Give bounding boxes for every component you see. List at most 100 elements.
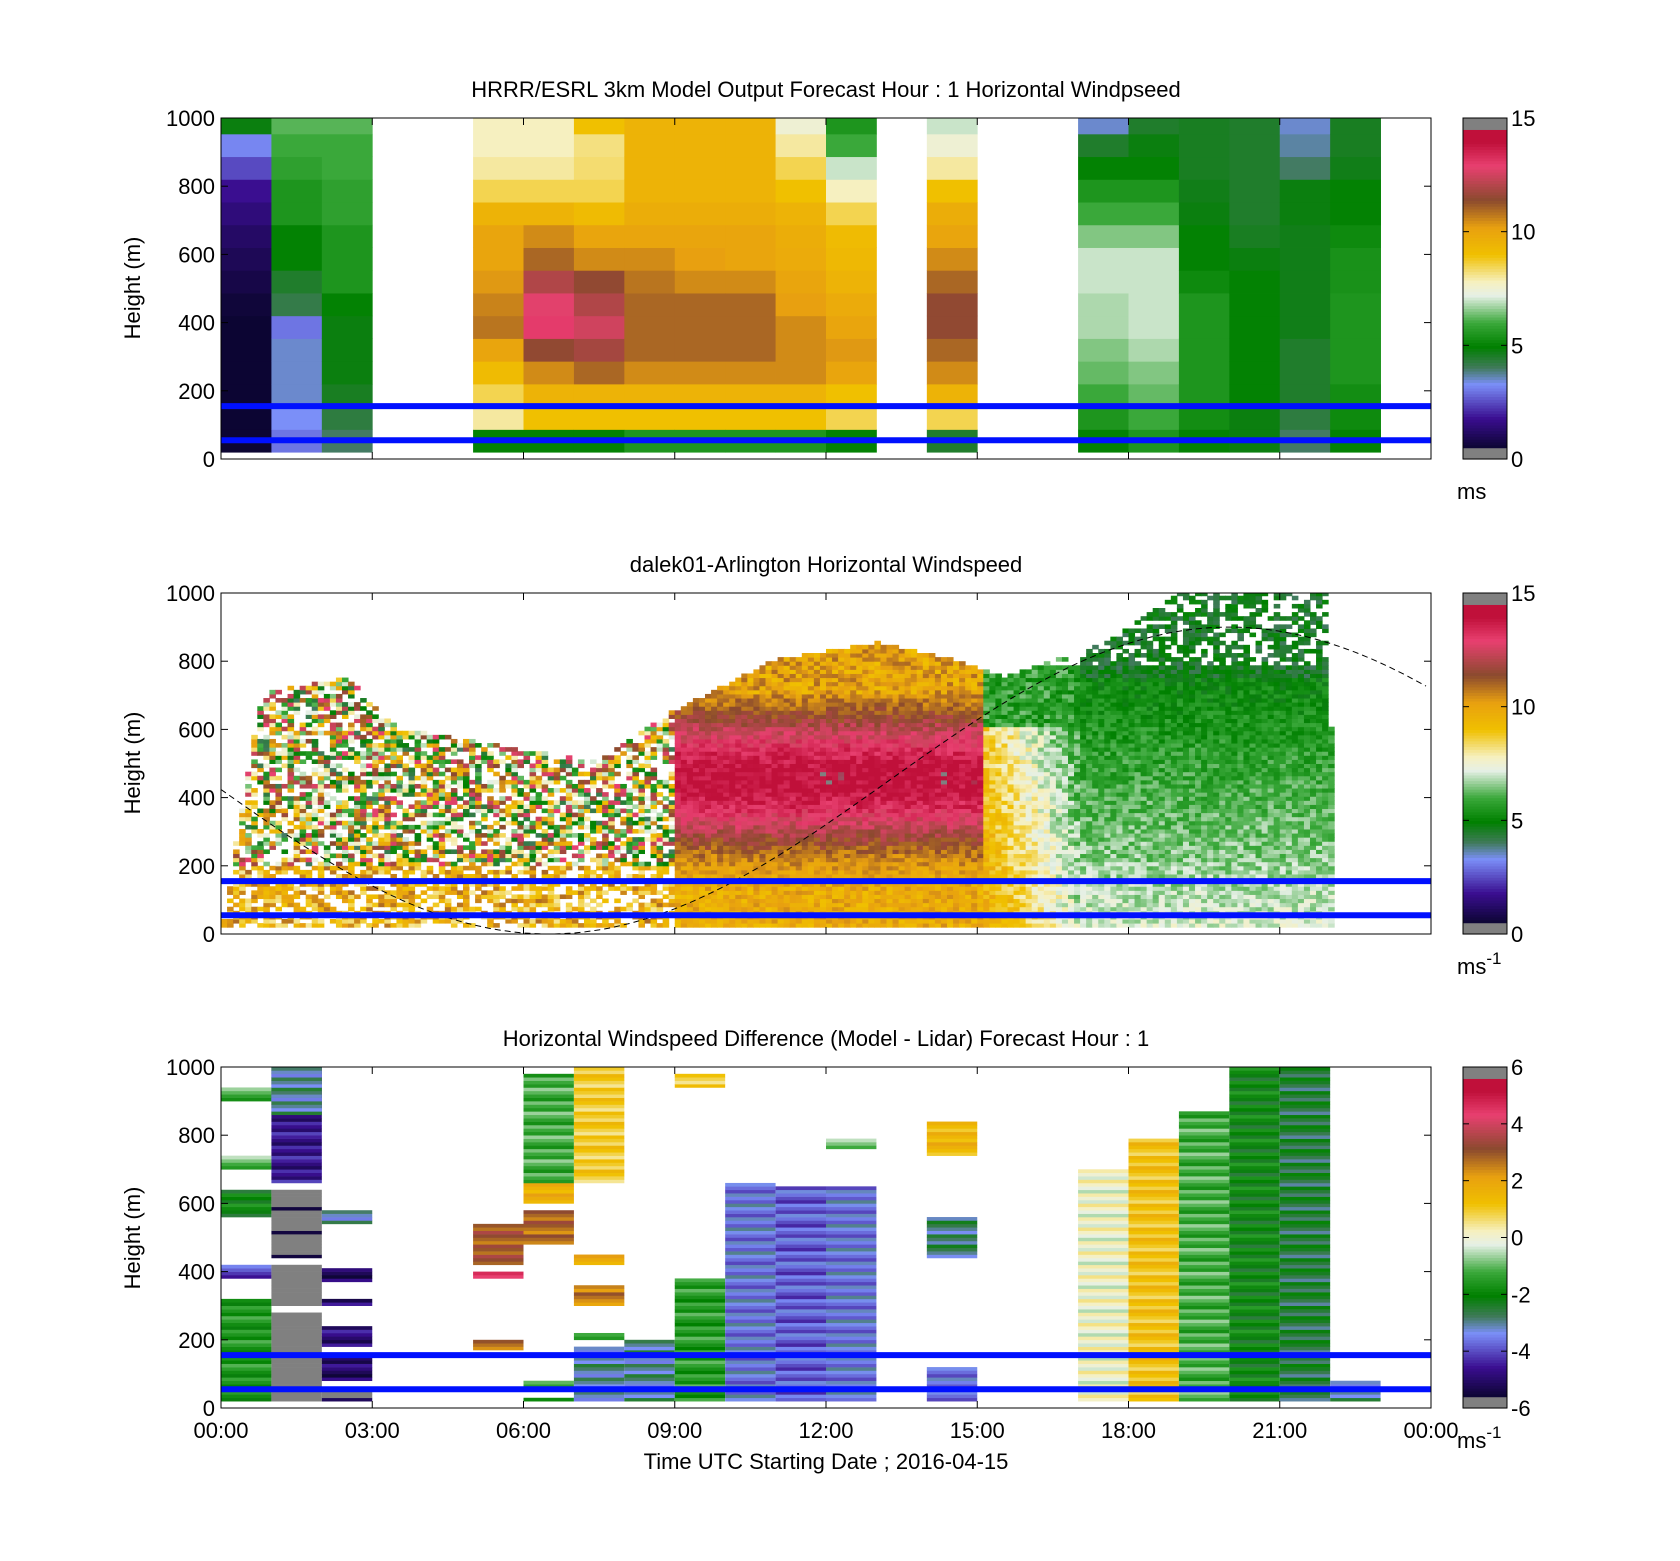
- heatmap-cell: [717, 693, 724, 699]
- heatmap-cell: [801, 898, 809, 904]
- heatmap-cell: [777, 792, 785, 797]
- heatmap-cell: [662, 718, 670, 724]
- heatmap-cell: [844, 918, 851, 924]
- heatmap-cell: [257, 763, 264, 769]
- heatmap-cell: [608, 824, 615, 830]
- heatmap-cell: [366, 771, 373, 777]
- heatmap-cell: [444, 828, 452, 834]
- heatmap-cell: [329, 730, 337, 736]
- heatmap-cell: [680, 812, 688, 818]
- heatmap-cell: [469, 755, 476, 760]
- heatmap-cell: [1178, 270, 1230, 294]
- heatmap-cell: [444, 898, 452, 904]
- heatmap-cell: [456, 779, 464, 785]
- heatmap-cell: [795, 698, 803, 703]
- heatmap-cell: [348, 894, 355, 900]
- heatmap-cell: [444, 873, 452, 879]
- heatmap-cell: [771, 788, 779, 793]
- heatmap-cell: [608, 755, 615, 760]
- heatmap-cell: [775, 361, 827, 385]
- heatmap-cell: [573, 179, 625, 203]
- heatmap-cell: [360, 873, 367, 879]
- heatmap-cell: [372, 833, 379, 838]
- heatmap-cell: [293, 816, 301, 822]
- heatmap-cell: [862, 779, 869, 785]
- heatmap-cell: [559, 833, 567, 838]
- heatmap-cell: [378, 918, 385, 924]
- heatmap-cell: [321, 270, 373, 294]
- heatmap-cell: [481, 747, 488, 752]
- heatmap-cell: [559, 800, 567, 805]
- heatmap-cell: [813, 673, 821, 679]
- heatmap-cell: [354, 812, 361, 818]
- heatmap-cell: [275, 865, 282, 871]
- heatmap-cell: [668, 853, 676, 859]
- heatmap-cell: [408, 759, 416, 764]
- heatmap-cell: [275, 796, 282, 801]
- heatmap-cell: [644, 751, 652, 756]
- heatmap-cell: [813, 853, 821, 859]
- heatmap-cell: [463, 738, 470, 744]
- heatmap-cell: [624, 133, 676, 158]
- colorbar-segment: [1463, 191, 1507, 196]
- heatmap-cell: [795, 747, 803, 752]
- heatmap-cell: [348, 857, 355, 863]
- heatmap-cell: [692, 714, 700, 719]
- heatmap-cell: [257, 812, 264, 818]
- heatmap-cell: [565, 788, 573, 793]
- y-tick-label: 1000: [166, 106, 215, 131]
- heatmap-cell: [553, 771, 561, 777]
- heatmap-cell: [305, 702, 313, 707]
- heatmap-cell: [783, 673, 791, 679]
- heatmap-cell: [269, 902, 276, 908]
- heatmap-cell: [432, 751, 440, 756]
- heatmap-cell: [559, 865, 567, 871]
- heatmap-cell: [372, 902, 379, 908]
- heatmap-cell: [390, 800, 397, 805]
- heatmap-cell: [856, 808, 863, 814]
- heatmap-cell: [668, 775, 676, 781]
- heatmap-cell: [747, 816, 754, 822]
- colorbar-segment: [1463, 393, 1507, 398]
- heatmap-cell: [293, 869, 301, 875]
- heatmap-cell: [813, 918, 821, 924]
- heatmap-cell: [317, 816, 325, 822]
- heatmap-cell: [850, 812, 857, 818]
- heatmap-cell: [674, 890, 682, 895]
- heatmap-cell: [705, 693, 712, 699]
- heatmap-cell: [680, 722, 688, 728]
- heatmap-cell: [590, 886, 597, 891]
- heatmap-cell: [559, 828, 567, 834]
- heatmap-cell: [868, 698, 875, 703]
- heatmap-cell: [674, 796, 682, 801]
- heatmap-cell: [759, 722, 766, 728]
- heatmap-cell: [366, 751, 373, 756]
- heatmap-cell: [717, 882, 724, 887]
- heatmap-cell: [850, 706, 857, 711]
- heatmap-cell: [624, 315, 676, 339]
- heatmap-cell: [317, 796, 325, 801]
- heatmap-cell: [1229, 224, 1281, 248]
- heatmap-cell: [517, 775, 524, 781]
- heatmap-cell: [692, 722, 700, 728]
- heatmap-cell: [311, 726, 319, 732]
- colorbar-unit: ms: [1457, 479, 1486, 504]
- heatmap-cell: [741, 767, 748, 773]
- heatmap-cell: [257, 706, 264, 711]
- heatmap-cell: [698, 906, 706, 912]
- heatmap-cell: [838, 869, 845, 875]
- heatmap-cell: [717, 841, 724, 846]
- heatmap-cell: [372, 869, 379, 875]
- heatmap-cell: [287, 788, 295, 793]
- heatmap-cell: [705, 779, 712, 785]
- heatmap-cell: [408, 849, 416, 855]
- heatmap-cell: [499, 808, 506, 814]
- heatmap-cell: [711, 812, 718, 818]
- colorbar-tick-label: 15: [1511, 106, 1535, 131]
- heatmap-cell: [705, 702, 712, 707]
- heatmap-cell: [826, 833, 833, 838]
- heatmap-cell: [632, 841, 639, 846]
- heatmap-cell: [862, 865, 869, 871]
- heatmap-cell: [862, 751, 869, 756]
- heatmap-cell: [535, 857, 543, 863]
